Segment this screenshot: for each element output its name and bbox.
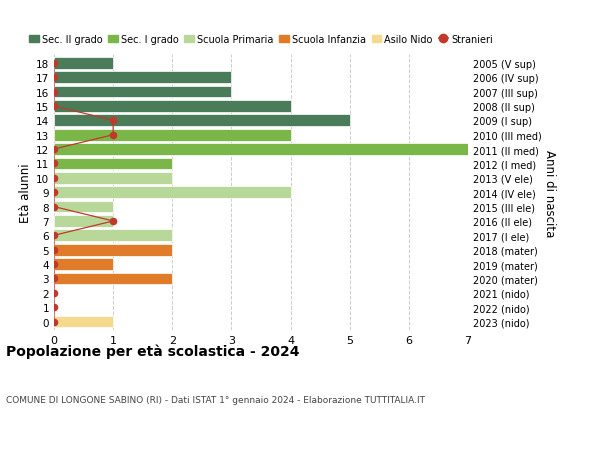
Bar <box>54 201 113 213</box>
Bar <box>54 144 468 156</box>
Bar <box>54 101 290 112</box>
Bar <box>54 244 172 256</box>
Bar <box>54 258 113 270</box>
Bar <box>54 316 113 328</box>
Bar <box>54 58 113 70</box>
Bar <box>54 158 172 170</box>
Bar <box>54 216 113 227</box>
Bar <box>54 230 172 242</box>
Legend: Sec. II grado, Sec. I grado, Scuola Primaria, Scuola Infanzia, Asilo Nido, Stran: Sec. II grado, Sec. I grado, Scuola Prim… <box>29 35 493 45</box>
Bar <box>54 72 232 84</box>
Bar <box>54 273 172 285</box>
Y-axis label: Anni di nascita: Anni di nascita <box>542 149 556 236</box>
Text: Popolazione per età scolastica - 2024: Popolazione per età scolastica - 2024 <box>6 344 299 359</box>
Bar <box>54 173 172 185</box>
Bar <box>54 187 290 199</box>
Text: COMUNE DI LONGONE SABINO (RI) - Dati ISTAT 1° gennaio 2024 - Elaborazione TUTTIT: COMUNE DI LONGONE SABINO (RI) - Dati IST… <box>6 395 425 404</box>
Bar <box>54 115 350 127</box>
Y-axis label: Età alunni: Età alunni <box>19 163 32 223</box>
Bar <box>54 86 232 98</box>
Bar <box>54 129 290 141</box>
